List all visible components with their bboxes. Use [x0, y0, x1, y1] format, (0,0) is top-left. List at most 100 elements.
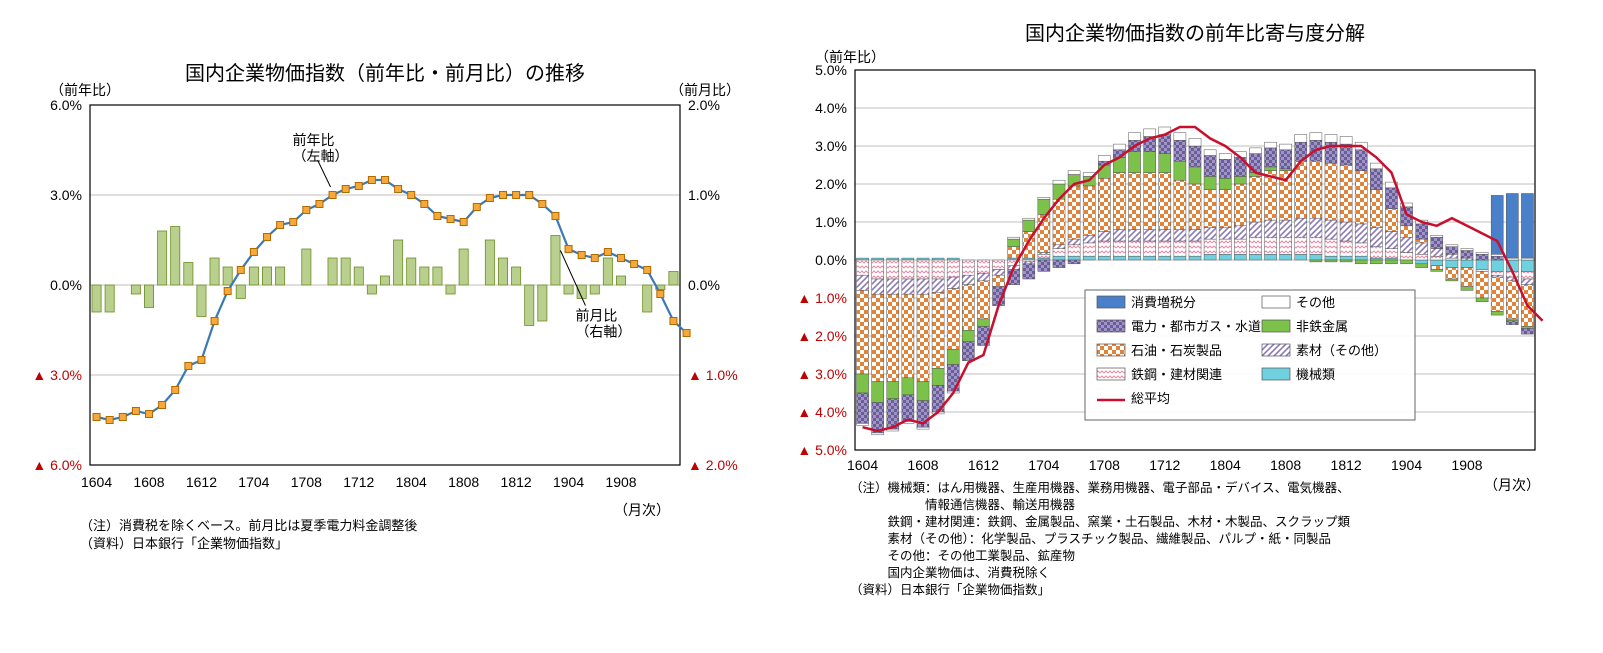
- stack-seg-nonferrous: [1431, 270, 1443, 272]
- stack-seg-steel: [1189, 241, 1201, 256]
- stack-seg-machine: [1431, 260, 1443, 266]
- y-left-tick: 0.0%: [50, 277, 82, 293]
- stack-seg-oil: [932, 292, 944, 368]
- y-right-tick: ▲ 2.0%: [688, 457, 738, 473]
- legend-swatch: [1097, 320, 1125, 332]
- stack-seg-nonferrous: [1355, 260, 1367, 264]
- yoy-marker: [290, 219, 297, 226]
- y-left-tick: ▲ 3.0%: [32, 367, 82, 383]
- note-line: （資料）日本銀行「企業物価指数」: [80, 536, 288, 551]
- stack-seg-steel: [1295, 237, 1307, 254]
- yoy-marker: [382, 177, 389, 184]
- stack-seg-steel: [1053, 249, 1065, 257]
- legend-swatch: [1262, 320, 1290, 332]
- stack-seg-machine: [902, 258, 914, 260]
- yoy-marker: [486, 195, 493, 202]
- annotation-mom: 前月比: [575, 308, 617, 324]
- x-tick: 1612: [186, 474, 217, 490]
- stack-seg-other: [1310, 133, 1322, 141]
- mom-bar: [616, 276, 625, 285]
- stack-seg-nonferrous: [1506, 319, 1518, 321]
- note-line: 国内企業物価は、消費税除く: [850, 565, 1050, 580]
- stack-seg-oil: [1476, 271, 1488, 298]
- stack-seg-power: [1189, 146, 1201, 167]
- stack-seg-steel: [902, 260, 914, 279]
- stack-seg-other: [1476, 252, 1488, 254]
- legend-swatch: [1262, 368, 1290, 380]
- yoy-marker: [644, 267, 651, 274]
- yoy-marker: [224, 288, 231, 295]
- mom-bar: [590, 285, 599, 294]
- yoy-marker: [421, 201, 428, 208]
- x-tick: 1812: [501, 474, 532, 490]
- stack-seg-material: [1023, 262, 1035, 264]
- note-line: 素材（その他）：化学製品、プラスチック製品、繊維製品、パルプ・紙・同製品: [850, 531, 1331, 546]
- yoy-marker: [604, 249, 611, 256]
- yoy-marker: [368, 177, 375, 184]
- stack-seg-machine: [1144, 256, 1156, 260]
- stack-seg-other: [857, 423, 869, 425]
- legend-swatch: [1262, 296, 1290, 308]
- stack-seg-nonferrous: [1385, 260, 1397, 264]
- stack-seg-nonferrous: [1008, 239, 1020, 247]
- stack-seg-nonferrous: [1098, 165, 1110, 178]
- stack-seg-oil: [1446, 268, 1458, 279]
- stack-seg-oil: [1355, 171, 1367, 224]
- stack-seg-power: [1416, 224, 1428, 239]
- mom-bar: [249, 267, 258, 285]
- stack-seg-other: [1249, 148, 1261, 154]
- note-line: （資料）日本銀行「企業物価指数」: [850, 582, 1050, 597]
- stack-seg-nonferrous: [1370, 260, 1382, 264]
- stack-seg-oil: [1461, 268, 1473, 287]
- stack-seg-machine: [1159, 256, 1171, 260]
- annotation-yoy: 前年比: [293, 132, 335, 148]
- stack-seg-machine: [932, 258, 944, 260]
- mom-bar: [669, 272, 678, 286]
- mom-bar: [184, 263, 193, 286]
- stack-seg-steel: [1068, 245, 1080, 256]
- stack-seg-steel: [1491, 271, 1503, 275]
- stack-seg-nonferrous: [1219, 178, 1231, 189]
- stack-seg-oil: [917, 294, 929, 381]
- stack-seg-steel: [1431, 256, 1443, 260]
- stack-seg-material: [977, 273, 989, 281]
- yoy-marker: [513, 192, 520, 199]
- stack-seg-power: [902, 395, 914, 422]
- stack-seg-oil: [993, 275, 1005, 286]
- legend-label: 非鉄金属: [1296, 319, 1348, 334]
- x-tick: 1608: [907, 457, 938, 473]
- stack-seg-steel: [1023, 260, 1035, 262]
- stack-seg-material: [1204, 228, 1216, 239]
- stack-seg-other: [1295, 135, 1307, 143]
- stack-seg-other: [1189, 138, 1201, 146]
- stack-seg-nonferrous: [1280, 169, 1292, 171]
- stack-seg-oil: [1204, 190, 1216, 228]
- stack-seg-steel: [1083, 243, 1095, 256]
- yoy-marker: [316, 201, 323, 208]
- stack-seg-other: [1038, 197, 1050, 199]
- stack-seg-steel: [1370, 247, 1382, 258]
- mom-bar: [643, 285, 652, 312]
- stack-seg-steel: [1219, 239, 1231, 254]
- stack-seg-machine: [1068, 256, 1080, 260]
- mom-bar: [485, 240, 494, 285]
- stack-seg-material: [1038, 252, 1050, 254]
- stack-seg-power: [1204, 156, 1216, 177]
- stack-seg-machine: [947, 258, 959, 260]
- stack-seg-material: [1401, 237, 1413, 252]
- stack-seg-oil: [872, 294, 884, 381]
- note-line: 鉄鋼・建材関連：鉄鋼、金属製品、窯業・土石製品、木材・木製品、スクラップ類: [850, 514, 1351, 529]
- stack-seg-steel: [1159, 241, 1171, 256]
- stack-seg-other: [1113, 144, 1125, 150]
- stack-seg-oil: [947, 289, 959, 350]
- stack-seg-machine: [1280, 254, 1292, 260]
- stack-seg-steel: [1249, 237, 1261, 254]
- x-tick: 1708: [1089, 457, 1120, 473]
- stack-seg-nonferrous: [1053, 184, 1065, 199]
- x-tick: 1804: [396, 474, 427, 490]
- stack-seg-material: [1431, 249, 1443, 257]
- stack-seg-machine: [1038, 258, 1050, 260]
- note-line: その他：その他工業製品、鉱産物: [850, 548, 1075, 563]
- yoy-marker: [132, 408, 139, 415]
- yoy-marker: [670, 318, 677, 325]
